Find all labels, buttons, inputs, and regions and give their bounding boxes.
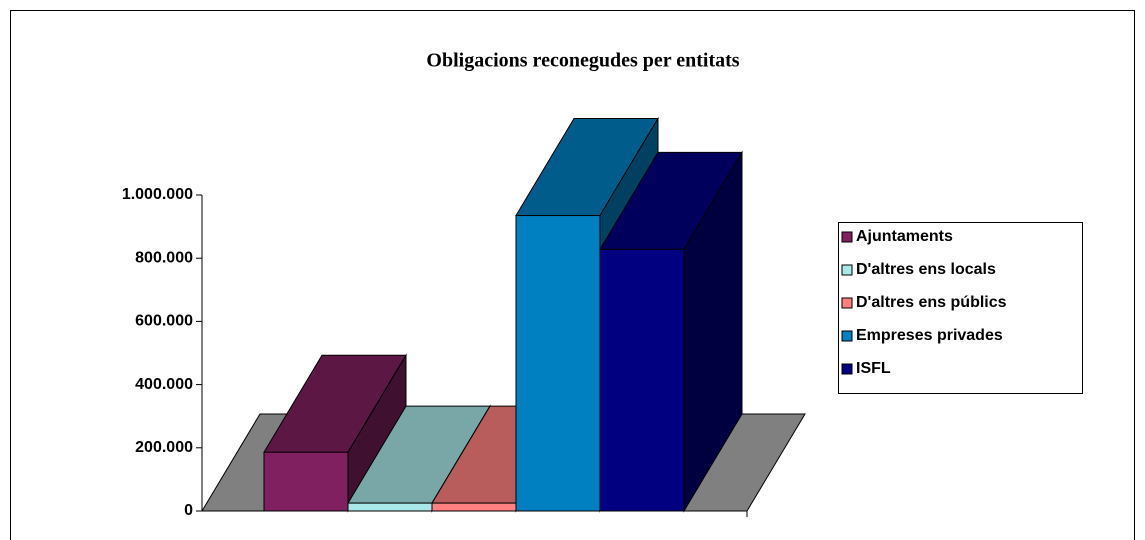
legend-label: ISFL [856,360,891,377]
bar [599,248,685,512]
legend-swatch [841,330,853,342]
legend-swatch [841,231,853,243]
y-tick-label: 1.000.000 [122,186,193,203]
legend-swatch [841,264,853,276]
bar [515,215,601,512]
legend-box [838,222,1083,394]
y-tick-label: 400.000 [135,376,193,393]
y-tick-label: 0 [184,502,193,519]
y-tick-label: 800.000 [135,249,193,266]
bar [347,502,433,512]
legend-label: Empreses privades [856,327,1003,344]
legend-swatch [841,297,853,309]
bar [263,451,349,512]
legend-label: D'altres ens locals [856,261,996,278]
y-tick-label: 600.000 [135,313,193,330]
legend-label: Ajuntaments [856,228,953,245]
bar [431,502,517,512]
legend-swatch [841,363,853,375]
chart-title: Obligacions reconegudes per entitats [426,50,739,72]
legend-label: D'altres ens públics [856,294,1007,311]
y-tick-label: 200.000 [135,439,193,456]
